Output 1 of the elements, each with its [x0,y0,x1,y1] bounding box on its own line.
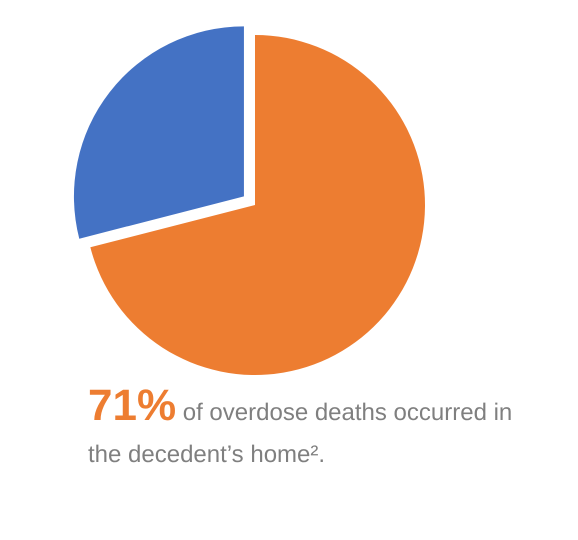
text: 71% [88,381,176,430]
